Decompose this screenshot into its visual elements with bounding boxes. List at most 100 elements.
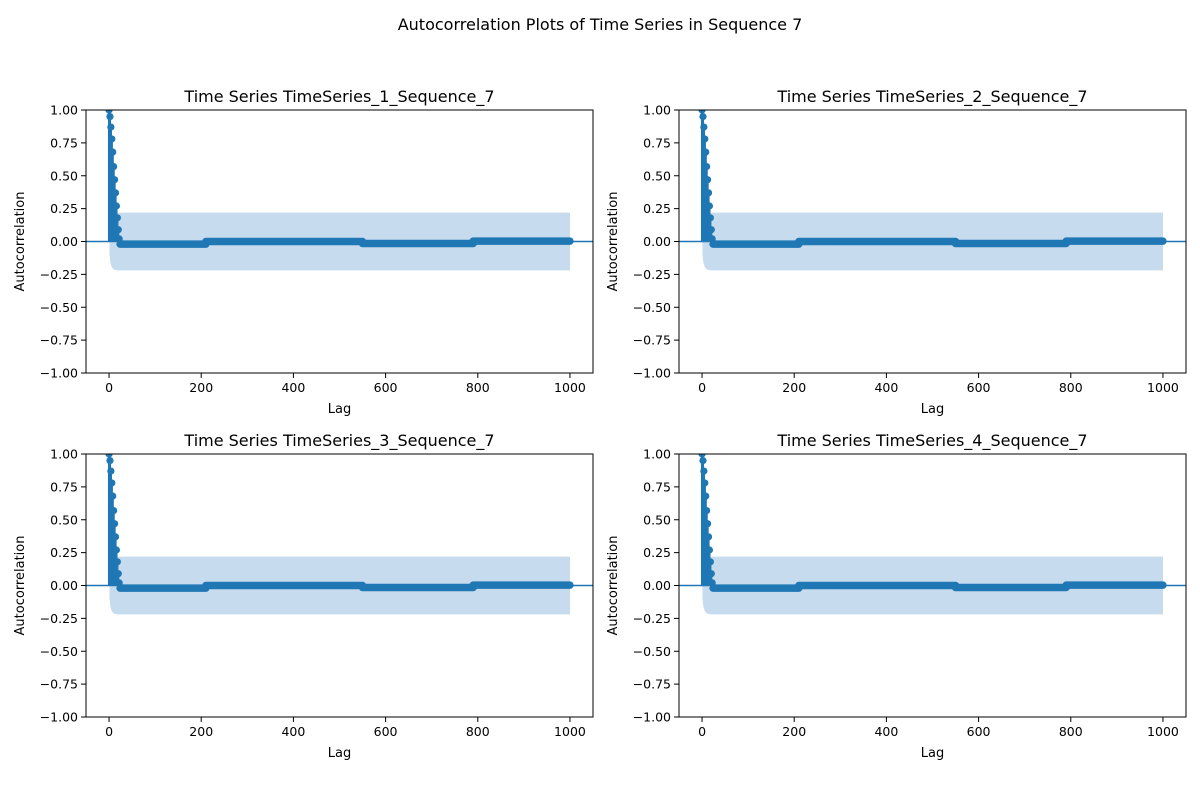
y-tick-label: 0.50 bbox=[50, 168, 78, 183]
subplot-grid: Time Series TimeSeries_1_Sequence_7 0 200 4… bbox=[13, 87, 1187, 761]
y-tick-label: −1.00 bbox=[40, 710, 78, 725]
acf-point bbox=[699, 456, 707, 465]
x-tick-label: 400 bbox=[281, 724, 305, 739]
acf-point bbox=[107, 467, 115, 475]
x-tick-label: 0 bbox=[105, 724, 113, 739]
acf-point bbox=[705, 202, 714, 210]
y-tick-label: 1.00 bbox=[50, 447, 78, 462]
x-tick-label: 1000 bbox=[554, 724, 586, 739]
y-tick-label: 0.25 bbox=[50, 545, 78, 560]
y-tick-label: −0.75 bbox=[40, 333, 78, 348]
acf-point bbox=[704, 189, 713, 197]
acf-point bbox=[698, 110, 706, 114]
acf-point bbox=[705, 546, 714, 554]
x-tick-label: 400 bbox=[874, 724, 898, 739]
y-tick-label: 0.25 bbox=[643, 201, 671, 216]
acf-point bbox=[110, 520, 119, 528]
x-tick-label: 200 bbox=[189, 380, 213, 395]
x-tick-label: 600 bbox=[374, 380, 398, 395]
x-tick-label: 200 bbox=[782, 380, 806, 395]
y-tick-label: 0.25 bbox=[50, 201, 78, 216]
x-tick-label: 0 bbox=[105, 380, 113, 395]
y-tick-label: −0.50 bbox=[633, 300, 671, 315]
plot-area bbox=[679, 110, 1186, 271]
y-tick-label: −1.00 bbox=[40, 366, 78, 381]
acf-point bbox=[109, 148, 117, 156]
acf-point bbox=[706, 558, 714, 566]
x-tick-label: 1000 bbox=[1147, 380, 1179, 395]
y-tick-label: −0.25 bbox=[40, 267, 78, 282]
plot-area bbox=[679, 454, 1186, 615]
x-axis-label: Lag bbox=[328, 746, 351, 761]
y-axis-label: Autocorrelation bbox=[13, 192, 28, 292]
x-tick-label: 0 bbox=[698, 380, 706, 395]
x-tick-label: 200 bbox=[782, 724, 806, 739]
acf-point bbox=[113, 558, 121, 566]
acf-point bbox=[107, 123, 115, 131]
y-tick-label: 0.50 bbox=[643, 168, 671, 183]
y-axis-label: Autocorrelation bbox=[606, 536, 621, 636]
acf-point bbox=[111, 533, 120, 541]
x-tick-label: 800 bbox=[1059, 380, 1083, 395]
acf-point bbox=[105, 454, 113, 458]
y-tick-label: 0.75 bbox=[50, 479, 78, 494]
panel-title: Time Series TimeSeries_2_Sequence_7 bbox=[776, 87, 1087, 107]
acf-point bbox=[114, 570, 122, 578]
x-tick-label: 400 bbox=[281, 380, 305, 395]
acf-point bbox=[110, 176, 119, 184]
acf-point bbox=[699, 112, 707, 121]
acf-point bbox=[113, 214, 121, 222]
panel-title: Time Series TimeSeries_1_Sequence_7 bbox=[183, 87, 494, 107]
acf-point bbox=[702, 492, 710, 500]
y-tick-label: 0.75 bbox=[643, 479, 671, 494]
acf-panel-1: Time Series TimeSeries_1_Sequence_7 0 200 4… bbox=[13, 87, 594, 417]
y-tick-label: 1.00 bbox=[643, 103, 671, 118]
acf-panel-2: Time Series TimeSeries_2_Sequence_7 0 200 4… bbox=[606, 87, 1187, 417]
acf-point bbox=[106, 112, 114, 121]
x-tick-label: 600 bbox=[967, 380, 991, 395]
acf-point bbox=[700, 467, 708, 475]
acf-point bbox=[702, 148, 710, 156]
y-tick-label: −0.25 bbox=[633, 267, 671, 282]
x-tick-label: 600 bbox=[374, 724, 398, 739]
x-tick-label: 400 bbox=[874, 380, 898, 395]
y-tick-label: −0.50 bbox=[633, 644, 671, 659]
y-tick-label: −0.25 bbox=[633, 611, 671, 626]
x-tick-label: 600 bbox=[967, 724, 991, 739]
y-tick-label: 0.00 bbox=[643, 578, 671, 593]
x-axis-label: Lag bbox=[328, 402, 351, 417]
x-tick-label: 800 bbox=[466, 380, 490, 395]
acf-panel-4: Time Series TimeSeries_4_Sequence_7 0 200 4… bbox=[606, 431, 1187, 761]
acf-point bbox=[701, 135, 709, 143]
y-tick-label: 0.50 bbox=[50, 512, 78, 527]
y-tick-label: −0.50 bbox=[40, 644, 78, 659]
acf-point bbox=[105, 110, 113, 114]
acf-point bbox=[112, 546, 121, 554]
acf-point bbox=[703, 176, 712, 184]
acf-point bbox=[108, 479, 116, 487]
acf-point bbox=[701, 479, 709, 487]
acf-point bbox=[111, 189, 120, 197]
acf-point bbox=[110, 162, 118, 171]
plot-area bbox=[86, 454, 593, 615]
y-tick-label: 0.75 bbox=[50, 135, 78, 150]
acf-point bbox=[114, 226, 122, 234]
y-tick-label: 0.00 bbox=[50, 234, 78, 249]
acf-point bbox=[698, 454, 706, 458]
y-axis-label: Autocorrelation bbox=[606, 192, 621, 292]
panel-title: Time Series TimeSeries_3_Sequence_7 bbox=[183, 431, 494, 451]
y-tick-label: 0.50 bbox=[643, 512, 671, 527]
y-tick-label: 0.00 bbox=[50, 578, 78, 593]
y-tick-label: −0.25 bbox=[40, 611, 78, 626]
x-tick-label: 0 bbox=[698, 724, 706, 739]
x-tick-label: 200 bbox=[189, 724, 213, 739]
y-tick-label: 1.00 bbox=[643, 447, 671, 462]
acf-point bbox=[108, 135, 116, 143]
panel-title: Time Series TimeSeries_4_Sequence_7 bbox=[776, 431, 1087, 451]
acf-point bbox=[703, 162, 711, 171]
x-tick-label: 1000 bbox=[554, 380, 586, 395]
y-tick-label: −0.75 bbox=[633, 677, 671, 692]
y-tick-label: 0.00 bbox=[643, 234, 671, 249]
acf-point bbox=[112, 202, 121, 210]
figure-title: Autocorrelation Plots of Time Series in … bbox=[398, 15, 803, 34]
